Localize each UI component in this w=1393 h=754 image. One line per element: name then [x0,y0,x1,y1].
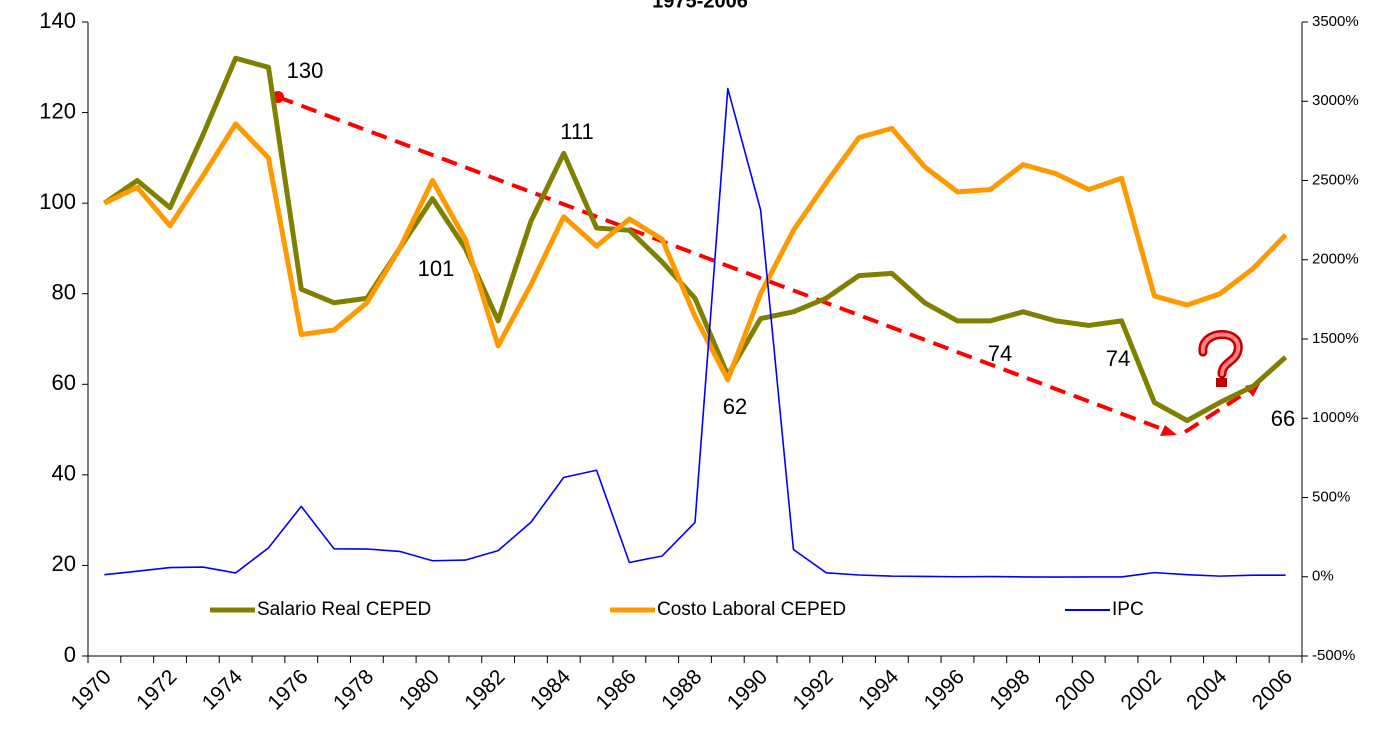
legend-label: Salario Real CEPED [257,599,431,620]
y-tick-label: 60 [52,370,76,395]
x-tick-label: 2004 [1182,665,1232,715]
x-tick-label: 2000 [1051,665,1100,714]
x-tick-label: 1974 [198,665,248,715]
annotation: 101 [418,256,455,281]
legend-label: Costo Laboral CEPED [657,599,846,620]
x-tick-label: 1982 [460,665,509,714]
legend-item: Salario Real CEPED [210,599,431,620]
y-tick-label: 0 [64,642,76,667]
y2-tick-label: -500% [1312,647,1355,664]
x-tick-label: 2006 [1248,665,1297,714]
y2-tick-label: 3000% [1312,92,1359,109]
chart-title: 1975-2006 [652,0,748,12]
series-line [102,55,1288,424]
x-tick-label: 1998 [985,665,1034,714]
y-tick-label: 20 [52,551,76,576]
legend-label: IPC [1112,599,1144,620]
x-tick-label: 1976 [263,665,312,714]
y2-tick-label: 0% [1312,568,1334,585]
y2-tick-label: 1000% [1312,409,1359,426]
annotation: 66 [1271,406,1295,431]
arrow-head [1160,425,1177,436]
recovery-line [1183,388,1252,434]
annotation: 130 [287,58,324,83]
annotation: 74 [988,341,1012,366]
x-tick-label: 1984 [526,665,576,715]
y2-tick-label: 3500% [1312,13,1359,30]
y-tick-label: 100 [39,189,76,214]
x-tick-label: 1986 [592,665,641,714]
series-line [104,87,1286,578]
x-tick-label: 1980 [395,665,444,714]
y-tick-label: 80 [52,280,76,305]
y-tick-label: 120 [39,98,76,123]
trend-line [277,95,1166,432]
y-tick-label: 40 [52,461,76,486]
x-tick-label: 1990 [723,665,772,714]
x-tick-label: 1970 [67,665,116,714]
series-line [103,121,1288,383]
x-tick-label: 1972 [132,665,181,714]
y2-tick-label: 500% [1312,488,1350,505]
y2-tick-label: 2000% [1312,251,1359,268]
x-tick-label: 2002 [1117,665,1166,714]
y-tick-label: 140 [39,8,76,33]
question-icon [1198,330,1243,387]
x-tick-label: 1988 [657,665,706,714]
y2-tick-label: 2500% [1312,171,1359,188]
annotation: 62 [723,394,747,419]
x-tick-label: 1994 [854,665,904,715]
y2-tick-label: 1500% [1312,330,1359,347]
legend-item: Costo Laboral CEPED [610,599,846,620]
legend-item: IPC [1065,599,1144,620]
x-tick-label: 1996 [920,665,969,714]
annotation: 74 [1106,346,1130,371]
x-tick-label: 1992 [788,665,837,714]
x-tick-label: 1978 [329,665,378,714]
annotation: 111 [560,119,593,144]
